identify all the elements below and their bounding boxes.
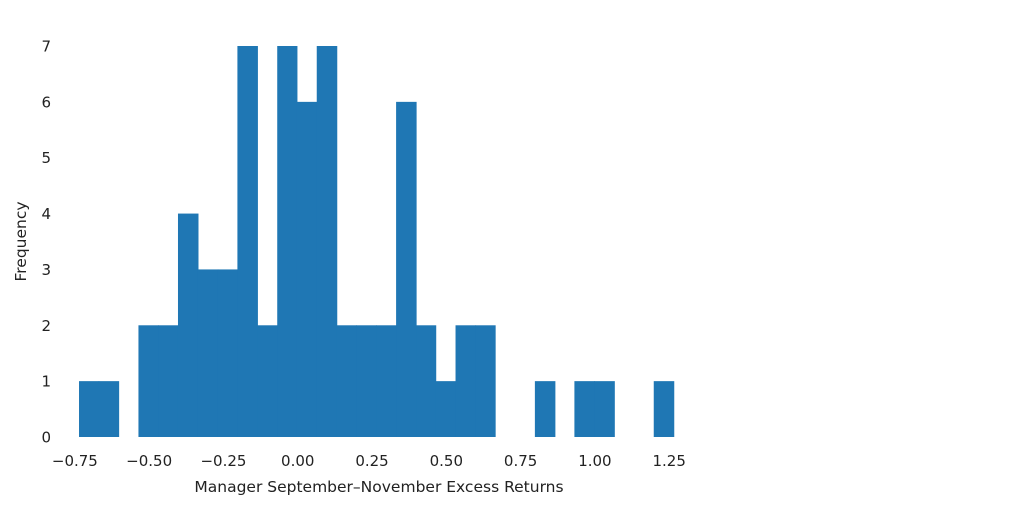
- histogram-bar: [158, 325, 179, 437]
- histogram-bar: [217, 269, 239, 437]
- histogram-bar: [79, 381, 100, 437]
- x-tick-label: 0.00: [281, 452, 314, 470]
- histogram-bar: [455, 325, 477, 437]
- histogram-bar: [296, 101, 318, 438]
- histogram-bar: [336, 325, 357, 437]
- y-tick-label: 4: [41, 205, 51, 223]
- x-tick-label: 0.25: [355, 452, 388, 470]
- y-tick-label: 2: [41, 317, 51, 335]
- histogram-bar: [435, 381, 457, 437]
- histogram-bar: [237, 46, 258, 437]
- histogram-bar: [177, 213, 199, 437]
- x-axis-label: Manager September–November Excess Return…: [194, 478, 563, 496]
- bars-layer: [79, 46, 675, 438]
- x-tick-label: −0.25: [200, 452, 246, 470]
- x-tick-label: 1.25: [652, 452, 685, 470]
- x-tick-label: 0.50: [430, 452, 463, 470]
- y-tick-label: 7: [41, 38, 51, 56]
- histogram-bar: [356, 325, 377, 437]
- histogram-bar: [277, 46, 298, 437]
- histogram-bar: [376, 325, 397, 437]
- histogram-bar: [574, 381, 595, 437]
- histogram-bar: [98, 381, 120, 437]
- y-tick-label: 5: [41, 149, 51, 167]
- x-tick-label: 0.75: [504, 452, 537, 470]
- histogram-bar: [534, 381, 556, 437]
- histogram-bar: [416, 325, 437, 437]
- y-tick-labels: 0 1 2 3 4 5 6 7: [41, 38, 51, 447]
- x-tick-label: 1.00: [578, 452, 611, 470]
- y-tick-label: 0: [41, 429, 51, 447]
- x-tick-label: −0.50: [126, 452, 172, 470]
- histogram-bar: [197, 269, 219, 437]
- y-tick-label: 6: [41, 93, 51, 111]
- histogram-bar: [138, 325, 159, 437]
- y-tick-label: 1: [41, 373, 51, 391]
- x-tick-labels: −0.75 −0.50 −0.25 0.00 0.25 0.50 0.75 1.00 1.25: [52, 452, 686, 470]
- histogram-bar: [396, 101, 417, 438]
- histogram-bar: [316, 46, 338, 437]
- histogram-bar: [475, 325, 496, 437]
- histogram-bar: [653, 381, 675, 437]
- y-tick-label: 3: [41, 261, 51, 279]
- histogram-bar: [594, 381, 615, 437]
- x-tick-label: −0.75: [52, 452, 98, 470]
- y-axis-label: Frequency: [12, 201, 30, 281]
- histogram-bar: [257, 325, 278, 437]
